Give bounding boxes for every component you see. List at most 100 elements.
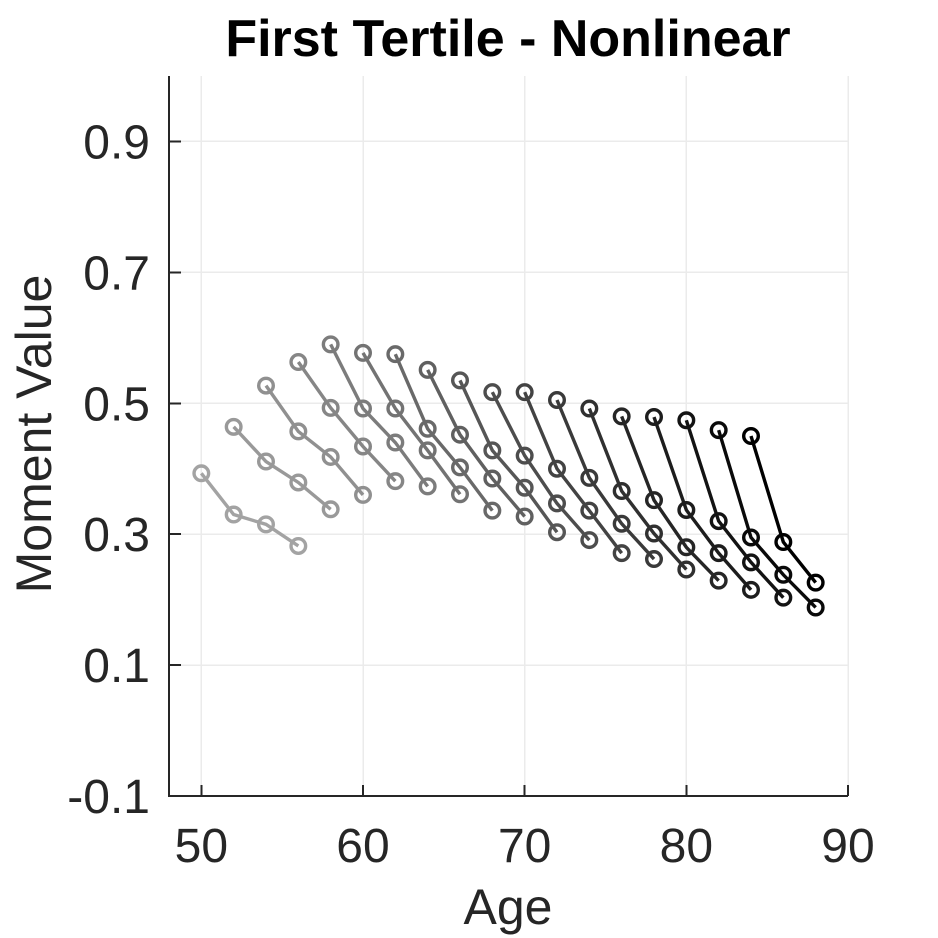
data-point-marker <box>645 524 664 543</box>
y-tick-label: 0.7 <box>83 247 150 300</box>
series-layer <box>192 335 825 617</box>
data-point-marker <box>612 544 631 563</box>
cohort-line <box>458 379 559 534</box>
data-point-marker <box>483 383 502 402</box>
data-point-marker <box>548 494 567 513</box>
data-point-marker <box>354 485 373 504</box>
data-point-marker <box>418 441 437 460</box>
tick-label-layer: 50 60 70 80 90 -0.1 0.1 0.3 0.5 0.7 0.9 <box>67 116 874 873</box>
cohort-line <box>232 425 332 511</box>
cohort-52 <box>224 417 340 519</box>
data-point-marker <box>742 427 761 446</box>
cohort-line <box>361 352 462 496</box>
cohort-78 <box>645 408 761 599</box>
y-tick-label: 0.5 <box>83 378 150 431</box>
data-point-marker <box>612 407 631 426</box>
x-tick-label: 80 <box>660 820 713 873</box>
data-point-marker <box>386 399 405 418</box>
data-point-marker <box>289 473 308 492</box>
data-point-marker <box>806 573 825 592</box>
data-point-marker <box>774 565 793 584</box>
data-point-marker <box>418 419 437 438</box>
data-point-marker <box>321 335 340 354</box>
data-point-marker <box>321 447 340 466</box>
data-point-marker <box>386 472 405 491</box>
data-point-marker <box>515 383 534 402</box>
data-point-marker <box>289 353 308 372</box>
data-point-marker <box>742 580 761 599</box>
data-point-marker <box>483 501 502 520</box>
data-point-marker <box>451 371 470 390</box>
y-tick-label: 0.3 <box>83 509 150 562</box>
x-axis-label: Age <box>464 879 553 935</box>
data-point-marker <box>321 398 340 417</box>
data-point-marker <box>645 491 664 510</box>
data-point-marker <box>483 441 502 460</box>
cohort-56 <box>289 353 405 491</box>
data-point-marker <box>224 505 243 524</box>
data-point-marker <box>451 425 470 444</box>
data-point-marker <box>418 360 437 379</box>
x-tick-label: 60 <box>336 820 389 873</box>
cohort-58 <box>321 335 437 496</box>
cohort-50 <box>192 464 308 555</box>
data-point-marker <box>709 544 728 563</box>
data-point-marker <box>321 500 340 519</box>
data-point-marker <box>257 452 276 471</box>
data-point-marker <box>451 458 470 477</box>
data-point-marker <box>548 391 567 410</box>
cohort-84 <box>742 427 825 592</box>
data-point-marker <box>677 411 696 430</box>
data-point-marker <box>806 598 825 617</box>
cohort-line <box>523 391 624 555</box>
cohort-line <box>329 343 430 488</box>
cohort-line <box>296 361 397 483</box>
data-point-marker <box>192 464 211 483</box>
cohort-54 <box>257 376 373 504</box>
data-point-marker <box>774 533 793 552</box>
data-point-marker <box>548 459 567 478</box>
data-point-marker <box>612 514 631 533</box>
cohort-80 <box>677 411 793 607</box>
cohort-62 <box>386 345 502 520</box>
data-point-marker <box>483 469 502 488</box>
cohort-line <box>587 407 688 571</box>
data-point-marker <box>354 399 373 418</box>
data-point-marker <box>774 588 793 607</box>
data-point-marker <box>612 481 631 500</box>
data-point-marker <box>354 343 373 362</box>
cohort-68 <box>483 383 599 550</box>
data-point-marker <box>677 538 696 557</box>
axis-layer <box>168 76 849 797</box>
data-point-marker <box>677 500 696 519</box>
data-point-marker <box>289 536 308 555</box>
y-tick-label: -0.1 <box>67 771 150 824</box>
cohort-line <box>620 415 720 582</box>
data-point-marker <box>742 553 761 572</box>
data-point-marker <box>709 421 728 440</box>
data-point-marker <box>645 550 664 569</box>
cohort-66 <box>451 371 567 542</box>
y-axis-label: Moment Value <box>6 275 62 594</box>
x-tick-label: 90 <box>821 820 874 873</box>
y-tick-label: 0.9 <box>83 116 150 169</box>
cohort-line <box>652 416 753 591</box>
data-point-marker <box>515 446 534 465</box>
data-point-marker <box>580 399 599 418</box>
data-point-marker <box>354 437 373 456</box>
y-tick-label: 0.1 <box>83 640 150 693</box>
cohort-line <box>555 399 656 561</box>
cohort-line <box>426 369 526 518</box>
data-point-marker <box>451 485 470 504</box>
cohort-76 <box>612 407 728 590</box>
cohort-line <box>199 472 300 548</box>
data-point-marker <box>709 571 728 590</box>
data-point-marker <box>548 523 567 542</box>
data-point-marker <box>257 515 276 534</box>
data-point-marker <box>709 512 728 531</box>
cohort-82 <box>709 421 825 617</box>
data-point-marker <box>580 501 599 520</box>
cohort-74 <box>580 399 696 579</box>
